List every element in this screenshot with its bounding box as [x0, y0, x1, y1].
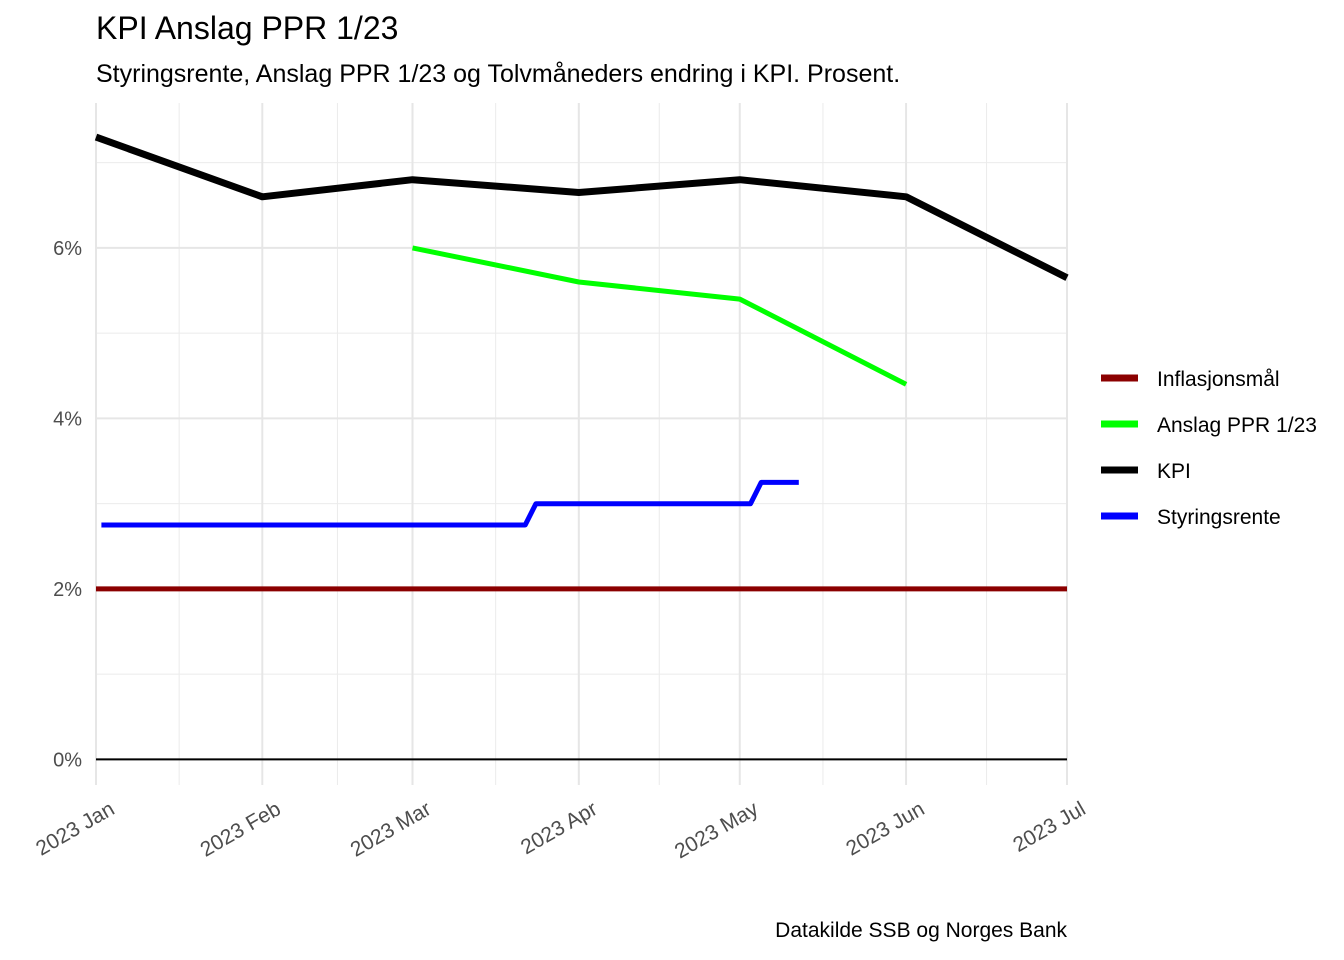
chart-subtitle: Styringsrente, Anslag PPR 1/23 og Tolvmå… [96, 60, 901, 88]
x-tick-label: 2023 Mar [347, 797, 435, 861]
legend-label-kpi: KPI [1157, 460, 1191, 483]
x-tick-label: 2023 Jun [842, 797, 928, 860]
legend-label-anslag-ppr-1-23: Anslag PPR 1/23 [1157, 414, 1317, 437]
legend-label-styringsrente: Styringsrente [1157, 506, 1281, 529]
series-line-anslag-ppr-1-23 [411, 245, 908, 387]
series-layer [94, 133, 1069, 592]
x-tick-label: 2023 Jan [32, 797, 118, 860]
y-tick-label: 2% [53, 579, 82, 601]
x-axis-ticks: 2023 Jan 2023 Feb 2023 Mar 2023 Apr 2023 May… [32, 797, 1089, 863]
series-line-styringsrente [101, 479, 799, 528]
chart-title: KPI Anslag PPR 1/23 [96, 10, 399, 46]
chart-caption: Datakilde SSB og Norges Bank [775, 919, 1067, 942]
legend: Inflasjonsmål Anslag PPR 1/23 KPI Styringsr… [1101, 368, 1317, 529]
x-tick-label: 2023 Feb [196, 797, 284, 861]
x-tick-label: 2023 May [671, 797, 763, 863]
x-tick-label: 2023 Apr [517, 797, 601, 859]
legend-label-inflasjonsm-l: Inflasjonsmål [1157, 368, 1280, 391]
y-axis-ticks: 0% 2% 4% 6% [53, 238, 82, 771]
x-tick-label: 2023 Jul [1009, 797, 1089, 857]
y-tick-label: 6% [53, 238, 82, 260]
y-tick-label: 4% [53, 408, 82, 430]
series-line-kpi [94, 133, 1069, 281]
y-tick-label: 0% [53, 749, 82, 771]
